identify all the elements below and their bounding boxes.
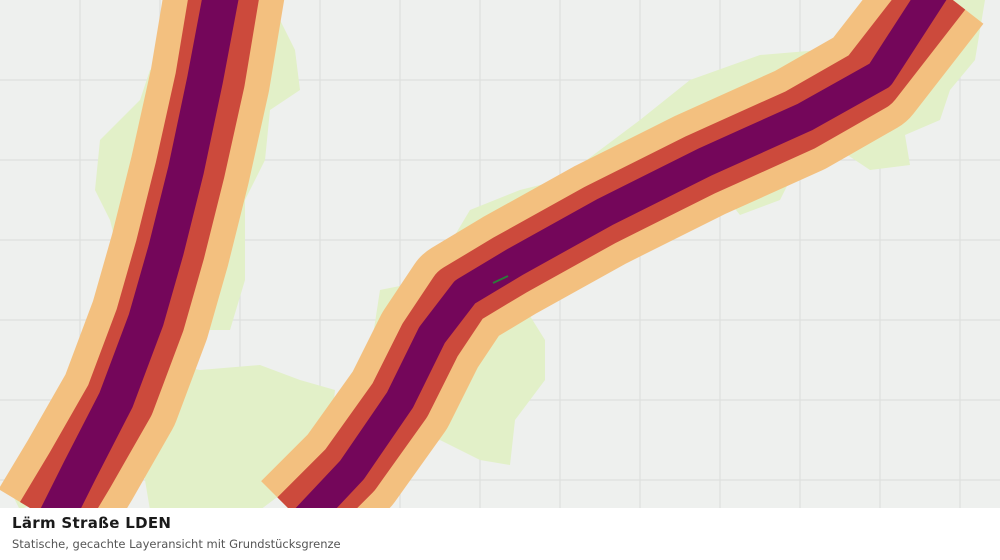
legend-title: Lärm Straße LDEN — [12, 514, 172, 532]
parcel-boundary[interactable] — [492, 275, 509, 284]
legend-panel: Lärm Straße LDEN Statische, gecachte Lay… — [0, 508, 1000, 560]
legend-subtitle: Statische, gecachte Layeransicht mit Gru… — [12, 537, 341, 551]
road-east — [261, 0, 984, 559]
road-west — [0, 0, 285, 551]
